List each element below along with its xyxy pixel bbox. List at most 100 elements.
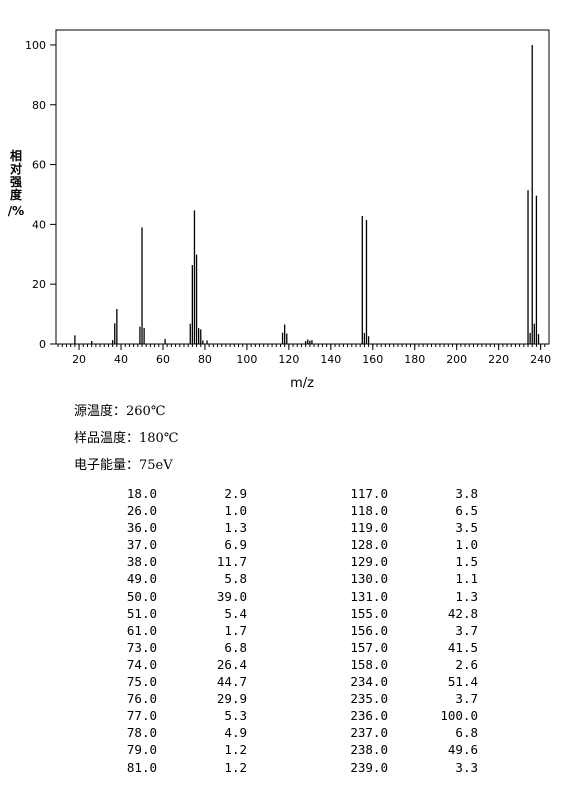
intensity-cell: 1.2 bbox=[224, 742, 247, 758]
intensity-cell: 1.3 bbox=[224, 520, 247, 536]
intensity-cell: 1.3 bbox=[455, 588, 478, 604]
mz-cell: 239.0 bbox=[350, 759, 388, 775]
x-tick-label: 40 bbox=[114, 353, 128, 366]
mz-cell: 26.0 bbox=[126, 503, 157, 519]
mz-cell: 237.0 bbox=[350, 725, 388, 741]
intensity-cell: 5.8 bbox=[224, 571, 247, 587]
y-tick-label: 60 bbox=[32, 159, 46, 172]
intensity-cell: 51.4 bbox=[447, 674, 478, 690]
table-row: 37.0 6.9 128.0 1.0 bbox=[100, 536, 478, 553]
mz-cell: 130.0 bbox=[350, 571, 388, 587]
intensity-cell: 44.7 bbox=[216, 674, 247, 690]
plot-frame bbox=[55, 29, 550, 345]
mz-cell: 74.0 bbox=[126, 656, 157, 672]
x-axis-label: m/z bbox=[290, 376, 314, 391]
intensity-cell: 39.0 bbox=[216, 588, 247, 604]
intensity-cell: 29.9 bbox=[216, 691, 247, 707]
x-tick-label: 60 bbox=[156, 353, 170, 366]
intensity-cell: 5.3 bbox=[224, 708, 247, 724]
intensity-cell: 1.5 bbox=[455, 554, 478, 570]
y-axis: 0 20 40 60 80 100 bbox=[25, 39, 56, 351]
y-tick-label: 20 bbox=[32, 278, 46, 291]
condition-value: 75eV bbox=[139, 458, 173, 473]
mz-cell: 75.0 bbox=[126, 674, 157, 690]
x-tick-label: 200 bbox=[446, 353, 467, 366]
x-tick-label: 120 bbox=[278, 353, 299, 366]
x-axis: 20 40 60 80 100 120 140 160 180 200 220 240 bbox=[72, 344, 551, 366]
mz-cell: 158.0 bbox=[350, 656, 388, 672]
table-row: 77.0 5.3 236.0 100.0 bbox=[100, 707, 478, 724]
table-row: 18.0 2.9 117.0 3.8 bbox=[100, 485, 478, 502]
table-row: 79.0 1.2 238.0 49.6 bbox=[100, 741, 478, 758]
mz-cell: 49.0 bbox=[126, 571, 157, 587]
intensity-cell: 26.4 bbox=[216, 656, 247, 672]
x-tick-label: 180 bbox=[404, 353, 425, 366]
intensity-cell: 3.5 bbox=[455, 520, 478, 536]
y-tick-label: 40 bbox=[32, 218, 46, 231]
intensity-cell: 1.0 bbox=[455, 537, 478, 553]
mz-cell: 61.0 bbox=[126, 622, 157, 638]
mz-cell: 238.0 bbox=[350, 742, 388, 758]
mz-cell: 118.0 bbox=[350, 503, 388, 519]
x-tick-label: 20 bbox=[72, 353, 86, 366]
mz-cell: 128.0 bbox=[350, 537, 388, 553]
mz-cell: 129.0 bbox=[350, 554, 388, 570]
x-tick-label: 160 bbox=[362, 353, 383, 366]
mz-cell: 157.0 bbox=[350, 639, 388, 655]
intensity-cell: 3.3 bbox=[455, 759, 478, 775]
x-tick-label: 80 bbox=[198, 353, 212, 366]
x-tick-label: 240 bbox=[530, 353, 551, 366]
table-row: 76.0 29.9 235.0 3.7 bbox=[100, 690, 478, 707]
condition-sample-temp: 样品温度：180℃ bbox=[74, 427, 178, 446]
mz-cell: 81.0 bbox=[126, 759, 157, 775]
mz-cell: 79.0 bbox=[126, 742, 157, 758]
mz-cell: 235.0 bbox=[350, 691, 388, 707]
intensity-cell: 100.0 bbox=[440, 708, 478, 724]
intensity-cell: 2.6 bbox=[455, 656, 478, 672]
intensity-cell: 3.7 bbox=[455, 622, 478, 638]
mz-cell: 36.0 bbox=[126, 520, 157, 536]
mz-cell: 156.0 bbox=[350, 622, 388, 638]
intensity-cell: 1.2 bbox=[224, 759, 247, 775]
intensity-cell: 1.7 bbox=[224, 622, 247, 638]
condition-label: 电子能量： bbox=[74, 458, 140, 473]
y-tick-label: 80 bbox=[32, 99, 46, 112]
table-row: 74.0 26.4 158.0 2.6 bbox=[100, 656, 478, 673]
condition-label: 样品温度： bbox=[74, 431, 140, 446]
peak-table: 18.0 2.9 117.0 3.8 26.0 1.0 118.0 6.5 36.0 1.3 119… bbox=[100, 485, 478, 776]
condition-source-temp: 源温度：260℃ bbox=[74, 400, 165, 419]
condition-value: 260℃ bbox=[126, 404, 166, 419]
minor-ticks bbox=[57, 344, 546, 347]
table-row: 38.0 11.7 129.0 1.5 bbox=[100, 553, 478, 570]
mz-cell: 18.0 bbox=[126, 486, 157, 501]
peak-bars bbox=[74, 44, 540, 344]
x-tick-label: 100 bbox=[236, 353, 257, 366]
table-row: 51.0 5.4 155.0 42.8 bbox=[100, 605, 478, 622]
table-row: 49.0 5.8 130.0 1.1 bbox=[100, 570, 478, 587]
table-row: 36.0 1.3 119.0 3.5 bbox=[100, 519, 478, 536]
mass-spectrum-chart: 20 40 60 80 100 120 140 160 180 200 220 240 0 20 40 60… bbox=[8, 29, 551, 391]
mz-cell: 234.0 bbox=[350, 674, 388, 690]
y-tick-label: 0 bbox=[39, 338, 46, 351]
condition-electron-energy: 电子能量：75eV bbox=[74, 454, 173, 473]
mz-cell: 51.0 bbox=[126, 605, 157, 621]
intensity-cell: 6.5 bbox=[455, 503, 478, 519]
intensity-cell: 3.7 bbox=[455, 691, 478, 707]
table-row: 78.0 4.9 237.0 6.8 bbox=[100, 724, 478, 741]
y-axis-label: 相对强度/% bbox=[8, 148, 24, 218]
table-row: 73.0 6.8 157.0 41.5 bbox=[100, 639, 478, 656]
condition-label: 源温度： bbox=[74, 404, 127, 419]
intensity-cell: 42.8 bbox=[447, 605, 478, 621]
mz-cell: 73.0 bbox=[126, 639, 157, 655]
mz-cell: 78.0 bbox=[126, 725, 157, 741]
intensity-cell: 4.9 bbox=[224, 725, 247, 741]
mz-cell: 77.0 bbox=[126, 708, 157, 724]
mz-cell: 236.0 bbox=[350, 708, 388, 724]
condition-value: 180℃ bbox=[139, 431, 179, 446]
table-row: 75.0 44.7 234.0 51.4 bbox=[100, 673, 478, 690]
x-tick-label: 140 bbox=[320, 353, 341, 366]
intensity-cell: 11.7 bbox=[216, 554, 247, 570]
mz-cell: 119.0 bbox=[350, 520, 388, 536]
intensity-cell: 5.4 bbox=[224, 605, 247, 621]
mz-cell: 131.0 bbox=[350, 588, 388, 604]
